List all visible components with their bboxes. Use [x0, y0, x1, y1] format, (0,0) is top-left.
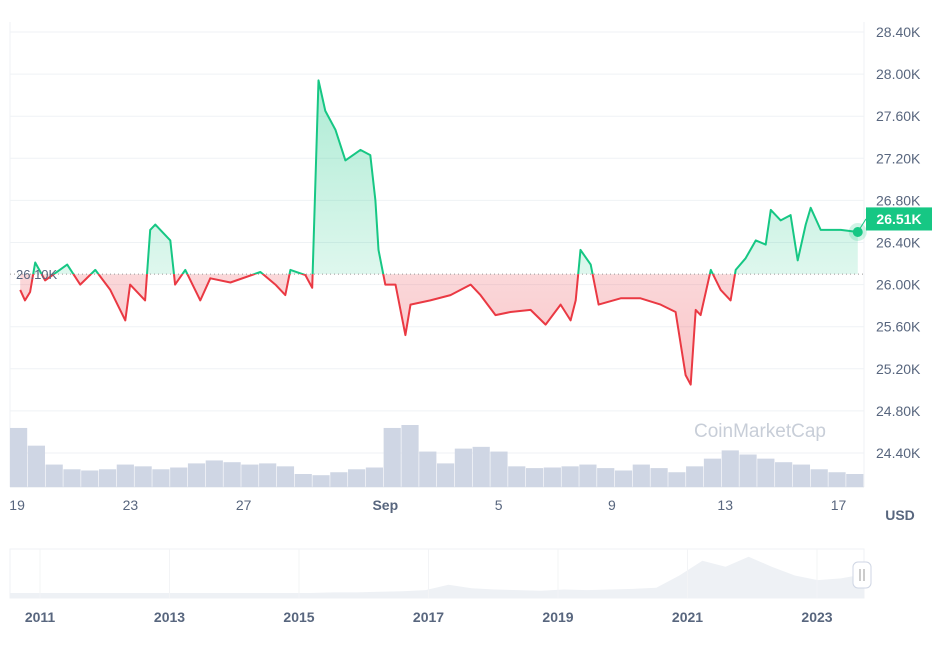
volume-bar: [561, 466, 579, 487]
volume-bar: [437, 463, 455, 487]
volume-bar: [454, 448, 472, 487]
volume-bar: [170, 467, 188, 487]
y-tick-label: 24.40K: [876, 445, 921, 461]
volume-bar: [668, 472, 686, 487]
y-tick-label: 26.00K: [876, 277, 921, 293]
volume-bar: [614, 470, 633, 487]
volume-bar: [348, 469, 366, 487]
volume-bar: [365, 467, 384, 487]
volume-bar: [792, 464, 811, 487]
area-above-baseline: [20, 80, 858, 275]
volume-bar: [383, 427, 401, 487]
x-tick-label: 23: [123, 497, 139, 513]
volume-bar: [276, 466, 295, 487]
volume-bar: [579, 464, 597, 487]
volume-bar: [10, 427, 28, 487]
range-navigator[interactable]: 2011 2013 2015 2017 2019 2021 2023: [9, 548, 872, 625]
y-tick-label: 25.20K: [876, 361, 921, 377]
price-line-down: [19, 274, 737, 386]
navigator-year-label: 2015: [283, 609, 314, 625]
y-tick-label: 27.60K: [876, 108, 921, 124]
volume-bar: [472, 446, 490, 487]
volume-bar: [703, 458, 722, 487]
volume-bar: [81, 470, 99, 487]
volume-bar: [543, 467, 561, 487]
volume-bar: [223, 462, 241, 487]
navigator-year-label: 2023: [801, 609, 832, 625]
baseline-label: 26.10K: [16, 267, 58, 282]
price-line-up: [32, 79, 858, 275]
y-tick-label: 25.60K: [876, 319, 921, 335]
x-tick-label: 13: [717, 497, 733, 513]
currency-label: USD: [885, 507, 915, 523]
x-tick-label: 19: [9, 497, 25, 513]
volume-bar: [525, 468, 544, 487]
y-tick-label: 28.40K: [876, 24, 921, 40]
volume-bar: [810, 469, 828, 487]
volume-bar: [63, 469, 81, 487]
volume-bar: [419, 451, 437, 487]
volume-bar: [98, 469, 117, 487]
volume-bar: [205, 460, 223, 487]
current-price-connector: [857, 218, 867, 233]
x-tick-label: 5: [495, 497, 503, 513]
volume-bar: [632, 464, 650, 487]
volume-bar: [330, 472, 348, 487]
navigator-year-label: 2011: [25, 609, 56, 625]
volume-bar: [312, 475, 330, 487]
y-tick-label: 26.80K: [876, 192, 921, 208]
x-tick-label: 27: [236, 497, 252, 513]
volume-bar: [27, 445, 45, 487]
x-tick-label: Sep: [372, 497, 398, 513]
navigator-year-label: 2017: [413, 609, 444, 625]
volume-bar: [650, 468, 668, 487]
volume-bar: [597, 468, 615, 487]
watermark-logo: CoinMarketCap: [694, 421, 826, 442]
volume-bar: [45, 464, 63, 487]
volume-bar: [241, 464, 259, 487]
volume-bar: [721, 450, 739, 487]
area-below-baseline: [20, 274, 736, 385]
navigator-year-label: 2019: [542, 609, 573, 625]
volume-bar: [757, 458, 775, 487]
navigator-year-label: 2013: [154, 609, 185, 625]
volume-bar: [401, 425, 419, 487]
x-tick-label: 9: [608, 497, 616, 513]
navigator-year-label: 2021: [672, 609, 703, 625]
x-tick-label: 17: [831, 497, 847, 513]
volume-bar: [686, 466, 704, 487]
navigator-history-area: [10, 556, 864, 598]
navigator-handle[interactable]: [852, 561, 872, 589]
volume-bar: [828, 472, 846, 487]
volume-bar: [294, 474, 312, 487]
volume-bar: [259, 463, 277, 487]
volume-bar: [134, 466, 152, 487]
y-tick-label: 26.40K: [876, 235, 921, 251]
volume-bar: [775, 462, 793, 487]
volume-bar: [187, 463, 206, 487]
volume-bar: [846, 474, 864, 487]
y-tick-label: 24.80K: [876, 403, 921, 419]
volume-bar: [116, 464, 134, 487]
volume-bar: [152, 469, 170, 487]
volume-bar: [508, 466, 526, 487]
y-tick-label: 28.00K: [876, 66, 921, 82]
current-price-badge: [866, 207, 932, 231]
current-price-label: 26.51K: [876, 211, 921, 227]
volume-bar: [739, 454, 757, 487]
volume-bar: [490, 451, 508, 487]
y-tick-label: 27.20K: [876, 150, 921, 166]
